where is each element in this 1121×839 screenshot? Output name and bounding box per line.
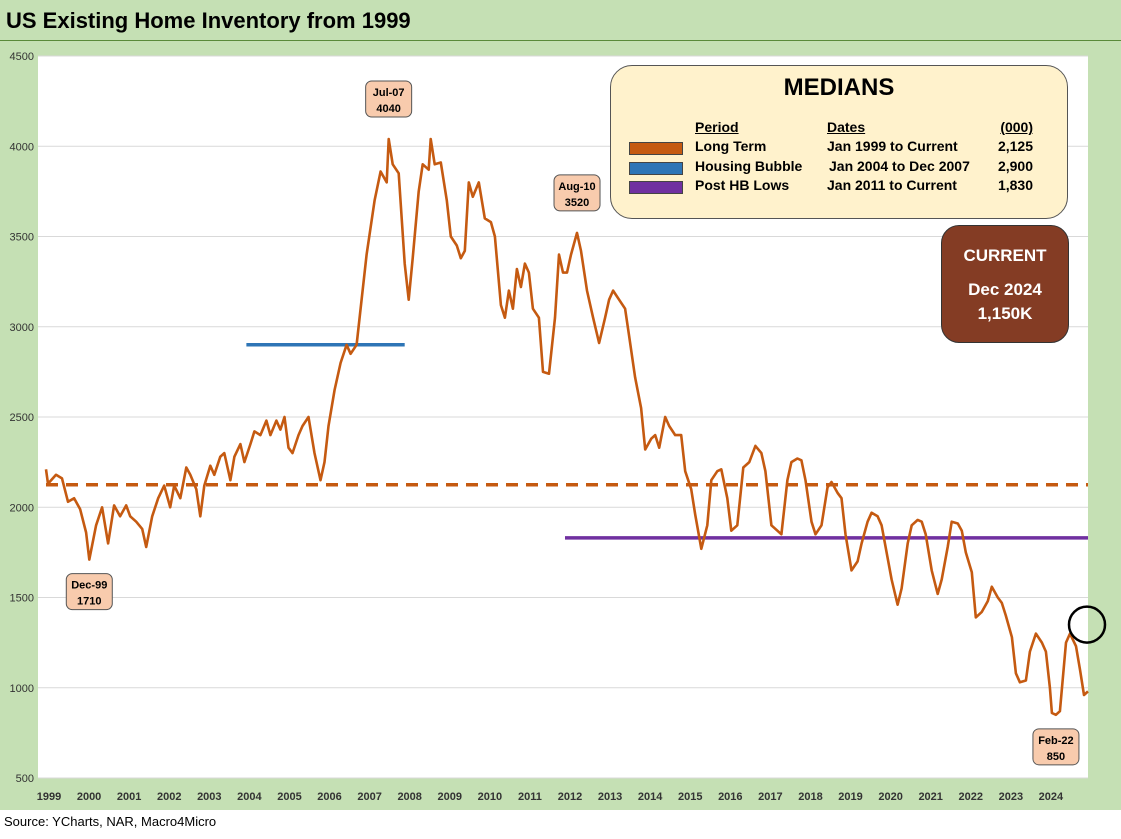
x-tick-2010: 2010 — [478, 791, 502, 803]
legend-period-long-term: Long Term — [695, 138, 767, 154]
annotation-value-Dec-99: 1710 — [77, 596, 101, 608]
legend-swatch-housing-bubble — [629, 162, 683, 175]
x-tick-2007: 2007 — [357, 791, 381, 803]
legend-value-housing-bubble: 2,900 — [997, 158, 1033, 174]
medians-title: MEDIANS — [783, 74, 895, 101]
annotation-label-Dec-99: Dec-99 — [71, 580, 107, 592]
medians-legend: MEDIANS Period Dates (000) Long Term Jan… — [610, 65, 1068, 219]
current-date: Dec 2024 — [968, 280, 1042, 299]
medians-row-long-term: Long Term Jan 1999 to Current 2,125 — [611, 138, 1067, 157]
x-tick-2023: 2023 — [999, 791, 1023, 803]
current-callout: CURRENT Dec 2024 1,150K — [941, 225, 1069, 343]
annotation-box-Aug-10 — [553, 174, 601, 212]
legend-dates-housing-bubble: Jan 2004 to Dec 2007 — [829, 158, 970, 174]
y-tick-1500: 1500 — [10, 593, 34, 605]
x-tick-2012: 2012 — [558, 791, 582, 803]
x-tick-2000: 2000 — [77, 791, 101, 803]
y-tick-2500: 2500 — [10, 412, 34, 424]
x-tick-2011: 2011 — [518, 791, 542, 803]
annotation-box-Dec-99 — [65, 573, 113, 611]
medians-header-period: Period — [695, 119, 739, 135]
annotation-value-Jul-07: 4040 — [376, 103, 400, 115]
y-tick-3000: 3000 — [10, 322, 34, 334]
x-tick-2004: 2004 — [237, 791, 262, 803]
legend-dates-post-hb: Jan 2011 to Current — [827, 177, 957, 193]
x-tick-2008: 2008 — [397, 791, 421, 803]
annotation-box-Jul-07 — [365, 80, 413, 118]
legend-period-housing-bubble: Housing Bubble — [695, 158, 803, 174]
medians-header-dates: Dates — [827, 119, 866, 135]
medians-row-housing-bubble: Housing Bubble Jan 2004 to Dec 2007 2,90… — [611, 158, 1067, 177]
annotation-label-Feb-22: Feb-22 — [1038, 735, 1073, 747]
current-title: CURRENT — [963, 246, 1047, 265]
x-tick-2001: 2001 — [117, 791, 141, 803]
x-tick-2014: 2014 — [638, 791, 663, 803]
y-tick-2000: 2000 — [10, 502, 34, 514]
annotation-value-Feb-22: 850 — [1047, 751, 1065, 763]
legend-value-post-hb: 1,830 — [997, 177, 1033, 193]
series-line-inventory — [44, 137, 1089, 717]
annotation-value-Aug-10: 3520 — [565, 197, 589, 209]
annotation-label-Aug-10: Aug-10 — [558, 181, 595, 193]
x-tick-2015: 2015 — [678, 791, 702, 803]
legend-value-long-term: 2,125 — [997, 138, 1033, 154]
legend-swatch-post-hb — [629, 181, 683, 194]
x-tick-2002: 2002 — [157, 791, 181, 803]
x-tick-2017: 2017 — [758, 791, 782, 803]
y-tick-500: 500 — [16, 773, 34, 785]
y-tick-4500: 4500 — [10, 51, 34, 63]
y-tick-4000: 4000 — [10, 141, 34, 153]
chart-title: US Existing Home Inventory from 1999 — [6, 8, 411, 33]
y-tick-1000: 1000 — [10, 683, 34, 695]
x-tick-2019: 2019 — [838, 791, 862, 803]
annotation-box-Feb-22 — [1032, 728, 1080, 766]
medians-header-value: (000) — [1000, 119, 1033, 135]
current-value: 1,150K — [977, 304, 1033, 323]
legend-period-post-hb: Post HB Lows — [695, 177, 790, 193]
legend-dates-long-term: Jan 1999 to Current — [827, 138, 958, 154]
x-tick-2016: 2016 — [718, 791, 742, 803]
legend-swatch-long-term — [629, 142, 683, 155]
x-tick-1999: 1999 — [37, 791, 61, 803]
x-tick-2020: 2020 — [878, 791, 902, 803]
source-note: Source: YCharts, NAR, Macro4Micro — [4, 814, 217, 829]
x-tick-2003: 2003 — [197, 791, 221, 803]
highlight-circle — [1067, 605, 1107, 644]
x-tick-2005: 2005 — [277, 791, 301, 803]
x-tick-2022: 2022 — [959, 791, 983, 803]
medians-row-post-hb: Post HB Lows Jan 2011 to Current 1,830 — [611, 177, 1067, 196]
title-bar: US Existing Home Inventory from 1999 — [0, 0, 1121, 41]
annotation-label-Jul-07: Jul-07 — [373, 87, 405, 99]
x-tick-2018: 2018 — [798, 791, 822, 803]
y-tick-3500: 3500 — [10, 232, 34, 244]
x-tick-2009: 2009 — [438, 791, 462, 803]
x-tick-2006: 2006 — [317, 791, 341, 803]
x-tick-2013: 2013 — [598, 791, 622, 803]
x-tick-2021: 2021 — [918, 791, 942, 803]
x-tick-2024: 2024 — [1039, 791, 1064, 803]
